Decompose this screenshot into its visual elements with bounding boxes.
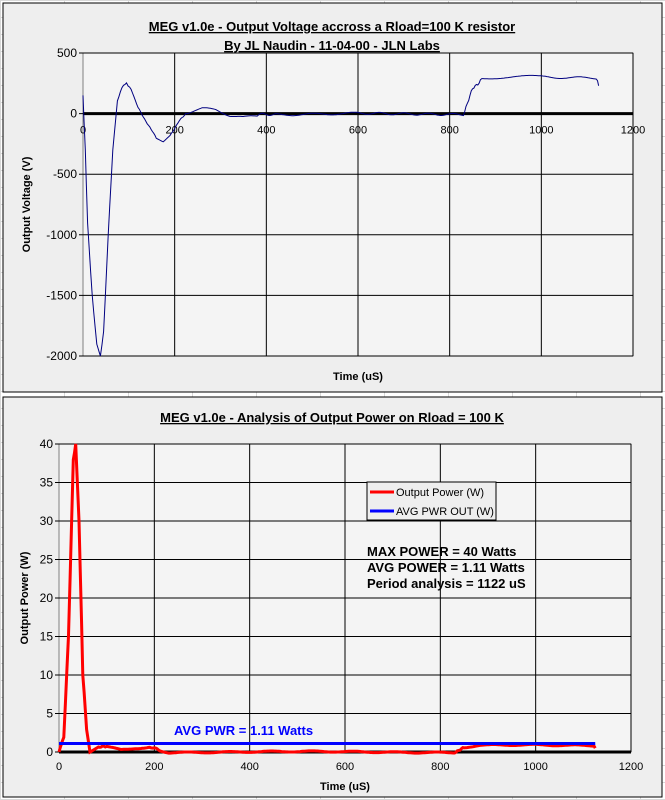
x-tick-label: 400 [240, 761, 258, 773]
y-tick-label: -1000 [46, 228, 77, 242]
y-tick-label: 5 [46, 707, 53, 721]
x-tick-label: 1200 [621, 125, 645, 137]
x-tick-label: 200 [165, 125, 183, 137]
x-tick-label: 400 [257, 125, 275, 137]
y-tick-label: 25 [40, 553, 54, 567]
series-line-0 [57, 443, 597, 755]
y-axis-label: Output Power (W) [19, 551, 31, 644]
x-tick-label: 1000 [523, 761, 547, 773]
y-tick-label: -2000 [46, 349, 77, 363]
y-tick-label: 35 [40, 476, 54, 490]
y-tick-label: 0 [46, 745, 53, 759]
x-tick-label: 200 [145, 761, 163, 773]
x-tick-label: 0 [56, 761, 62, 773]
annotation: Period analysis = 1122 uS [367, 576, 526, 591]
y-tick-label: 20 [40, 591, 54, 605]
y-tick-label: -500 [53, 167, 77, 181]
avg-power-annotation: AVG PWR = 1.11 Watts [174, 723, 313, 738]
y-axis-label: Output Voltage (V) [21, 156, 33, 252]
legend [366, 481, 497, 521]
x-tick-label: 800 [431, 761, 449, 773]
y-tick-label: 0 [70, 107, 77, 121]
series-line-0 [82, 74, 600, 357]
y-tick-label: 30 [40, 514, 54, 528]
annotation: AVG POWER = 1.11 Watts [367, 560, 525, 575]
y-tick-label: 15 [40, 630, 54, 644]
x-tick-label: 800 [440, 125, 458, 137]
x-tick-label: 600 [336, 761, 354, 773]
y-tick-label: -1500 [46, 288, 77, 302]
x-tick-label: 0 [80, 125, 86, 137]
chart-title: MEG v1.0e - Analysis of Output Power on … [160, 410, 504, 425]
y-tick-label: 40 [40, 437, 54, 451]
x-tick-label: 1000 [529, 125, 553, 137]
legend-label: Output Power (W) [396, 487, 484, 499]
y-tick-label: 500 [57, 46, 77, 60]
annotation: MAX POWER = 40 Watts [367, 544, 516, 559]
legend-label: AVG PWR OUT (W) [396, 506, 494, 518]
x-tick-label: 1200 [619, 761, 643, 773]
x-axis-label: Time (uS) [333, 371, 383, 383]
x-axis-label: Time (uS) [320, 781, 370, 793]
chart-title: MEG v1.0e - Output Voltage accross a Rlo… [149, 19, 515, 34]
x-tick-label: 600 [349, 125, 367, 137]
y-tick-label: 10 [40, 668, 54, 682]
chart-subtitle: By JL Naudin - 11-04-00 - JLN Labs [224, 38, 440, 53]
